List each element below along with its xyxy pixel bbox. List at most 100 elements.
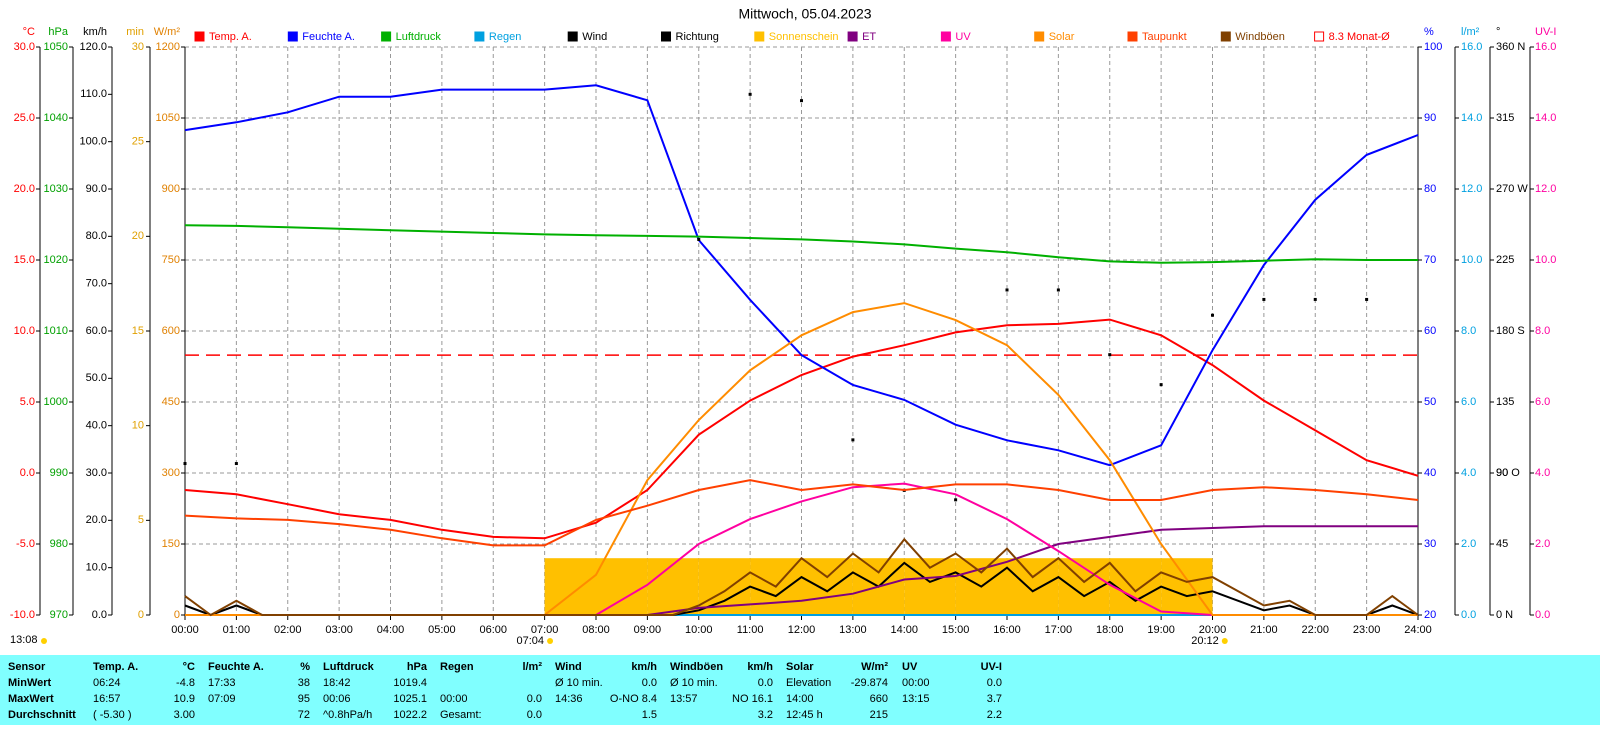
- y-tick-label: 10: [132, 420, 144, 432]
- direction-dot: [748, 92, 752, 96]
- y-tick-label: 10.0: [86, 562, 107, 574]
- table-cell: W/m²: [861, 661, 888, 673]
- y-tick-label: -5.0: [16, 538, 35, 550]
- table-cell: -29.874: [851, 677, 888, 689]
- legend-swatch: [1127, 31, 1138, 42]
- table-cell: Solar: [786, 661, 814, 673]
- y-tick-label: 1040: [44, 112, 68, 124]
- table-cell: Durchschnitt: [8, 709, 76, 721]
- y-tick-label: 1050: [44, 41, 68, 53]
- y-tick-label: 225: [1496, 254, 1514, 266]
- x-tick-label: 09:00: [634, 624, 662, 636]
- x-tick-label: 11:00: [737, 624, 764, 636]
- axis-title: °: [1496, 26, 1500, 38]
- legend-label: Temp. A.: [209, 31, 252, 43]
- table-cell: Sensor: [8, 661, 46, 673]
- x-tick-label: 16:00: [993, 624, 1021, 636]
- y-tick-label: 120.0: [79, 41, 107, 53]
- x-tick-label: 15:00: [942, 624, 970, 636]
- table-cell: Windböen: [670, 661, 723, 673]
- x-tick-label: 14:00: [890, 624, 918, 636]
- y-tick-label: 100.0: [79, 136, 107, 148]
- y-tick-label: 0: [174, 609, 180, 621]
- x-tick-label: 23:00: [1353, 624, 1381, 636]
- axis-title: %: [1424, 26, 1434, 38]
- legend-swatch: [474, 31, 485, 42]
- sun-icon: [1221, 638, 1228, 644]
- y-tick-label: 30.0: [14, 41, 35, 53]
- y-tick-label: 12.0: [1535, 183, 1556, 195]
- y-tick-label: 25: [132, 136, 144, 148]
- table-cell: 1.5: [642, 709, 657, 721]
- y-tick-label: 100: [1424, 41, 1442, 53]
- x-tick-label: 20:00: [1199, 624, 1227, 636]
- y-tick-label: 150: [162, 538, 180, 550]
- sunshine-bar: [544, 558, 596, 615]
- sunshine-bar: [1161, 558, 1213, 615]
- series-line: [184, 318, 1419, 540]
- axis-title: l/m²: [1461, 26, 1480, 38]
- legend-swatch: [194, 31, 205, 42]
- table-cell: 12:45 h: [786, 709, 823, 721]
- x-tick-label: 04:00: [377, 624, 405, 636]
- x-tick-label: 21:00: [1250, 624, 1278, 636]
- table-cell: 72: [298, 709, 310, 721]
- y-tick-label: 4.0: [1535, 467, 1550, 479]
- y-tick-label: 15.0: [14, 254, 35, 266]
- legend-swatch: [661, 31, 671, 42]
- x-tick-label: 03:00: [325, 624, 353, 636]
- table-cell: 1025.1: [393, 693, 427, 705]
- y-tick-label: 2.0: [1461, 538, 1476, 550]
- legend-swatch: [1034, 31, 1045, 42]
- axis-title: hPa: [48, 26, 68, 38]
- legend-label: UV: [955, 31, 971, 43]
- table-cell: km/h: [631, 661, 657, 673]
- series-line: [184, 479, 1419, 547]
- table-cell: 18:42: [323, 677, 351, 689]
- y-tick-label: 30: [1424, 538, 1436, 550]
- legend-swatch: [567, 31, 578, 42]
- table-cell: 0.0: [758, 677, 773, 689]
- table-cell: 0.0: [642, 677, 657, 689]
- y-tick-label: 600: [162, 325, 180, 337]
- direction-dot: [1313, 297, 1317, 301]
- y-tick-label: 60.0: [86, 325, 107, 337]
- y-tick-label: 16.0: [1461, 41, 1482, 53]
- x-tick-label: 13:00: [839, 624, 867, 636]
- table-cell: -4.8: [176, 677, 195, 689]
- x-tick-label: 12:00: [788, 624, 816, 636]
- axis-title: min: [126, 26, 144, 38]
- series-line: [184, 537, 1419, 617]
- sunshine-bar: [1109, 558, 1162, 615]
- direction-dot: [1262, 297, 1266, 301]
- legend-swatch: [847, 31, 858, 42]
- sunshine-bar: [801, 558, 853, 615]
- y-tick-label: 1050: [156, 112, 180, 124]
- y-tick-label: 90: [1424, 112, 1436, 124]
- y-tick-label: 2.0: [1535, 538, 1550, 550]
- y-tick-label: 90: [1496, 467, 1508, 479]
- table-cell: hPa: [407, 661, 428, 673]
- y-tick-label: -10.0: [10, 609, 35, 621]
- table-cell: 00:00: [440, 693, 468, 705]
- sunshine-bar: [596, 558, 648, 615]
- axis-title: W/m²: [154, 26, 181, 38]
- y-tick-label: 5: [138, 514, 144, 526]
- table-cell: Feuchte A.: [208, 661, 264, 673]
- table-cell: 3.7: [987, 693, 1002, 705]
- table-cell: 95: [298, 693, 310, 705]
- x-tick-label: 01:00: [223, 624, 251, 636]
- y-tick-label: 1000: [44, 396, 68, 408]
- y-tick-label: 50: [1424, 396, 1436, 408]
- sunshine-bar: [647, 558, 699, 615]
- y-tick-label: 0.0: [1535, 609, 1550, 621]
- table-cell: %: [300, 661, 310, 673]
- table-cell: 16:57: [93, 693, 121, 705]
- y-tick-label: 970: [50, 609, 68, 621]
- legend-swatch: [1220, 31, 1231, 42]
- y-tick-label: 0.0: [20, 467, 35, 479]
- legend-label: Windböen: [1235, 31, 1285, 43]
- y-tick-label: 1010: [44, 325, 68, 337]
- legend-label: Luftdruck: [396, 31, 442, 43]
- table-cell: Elevation: [786, 677, 831, 689]
